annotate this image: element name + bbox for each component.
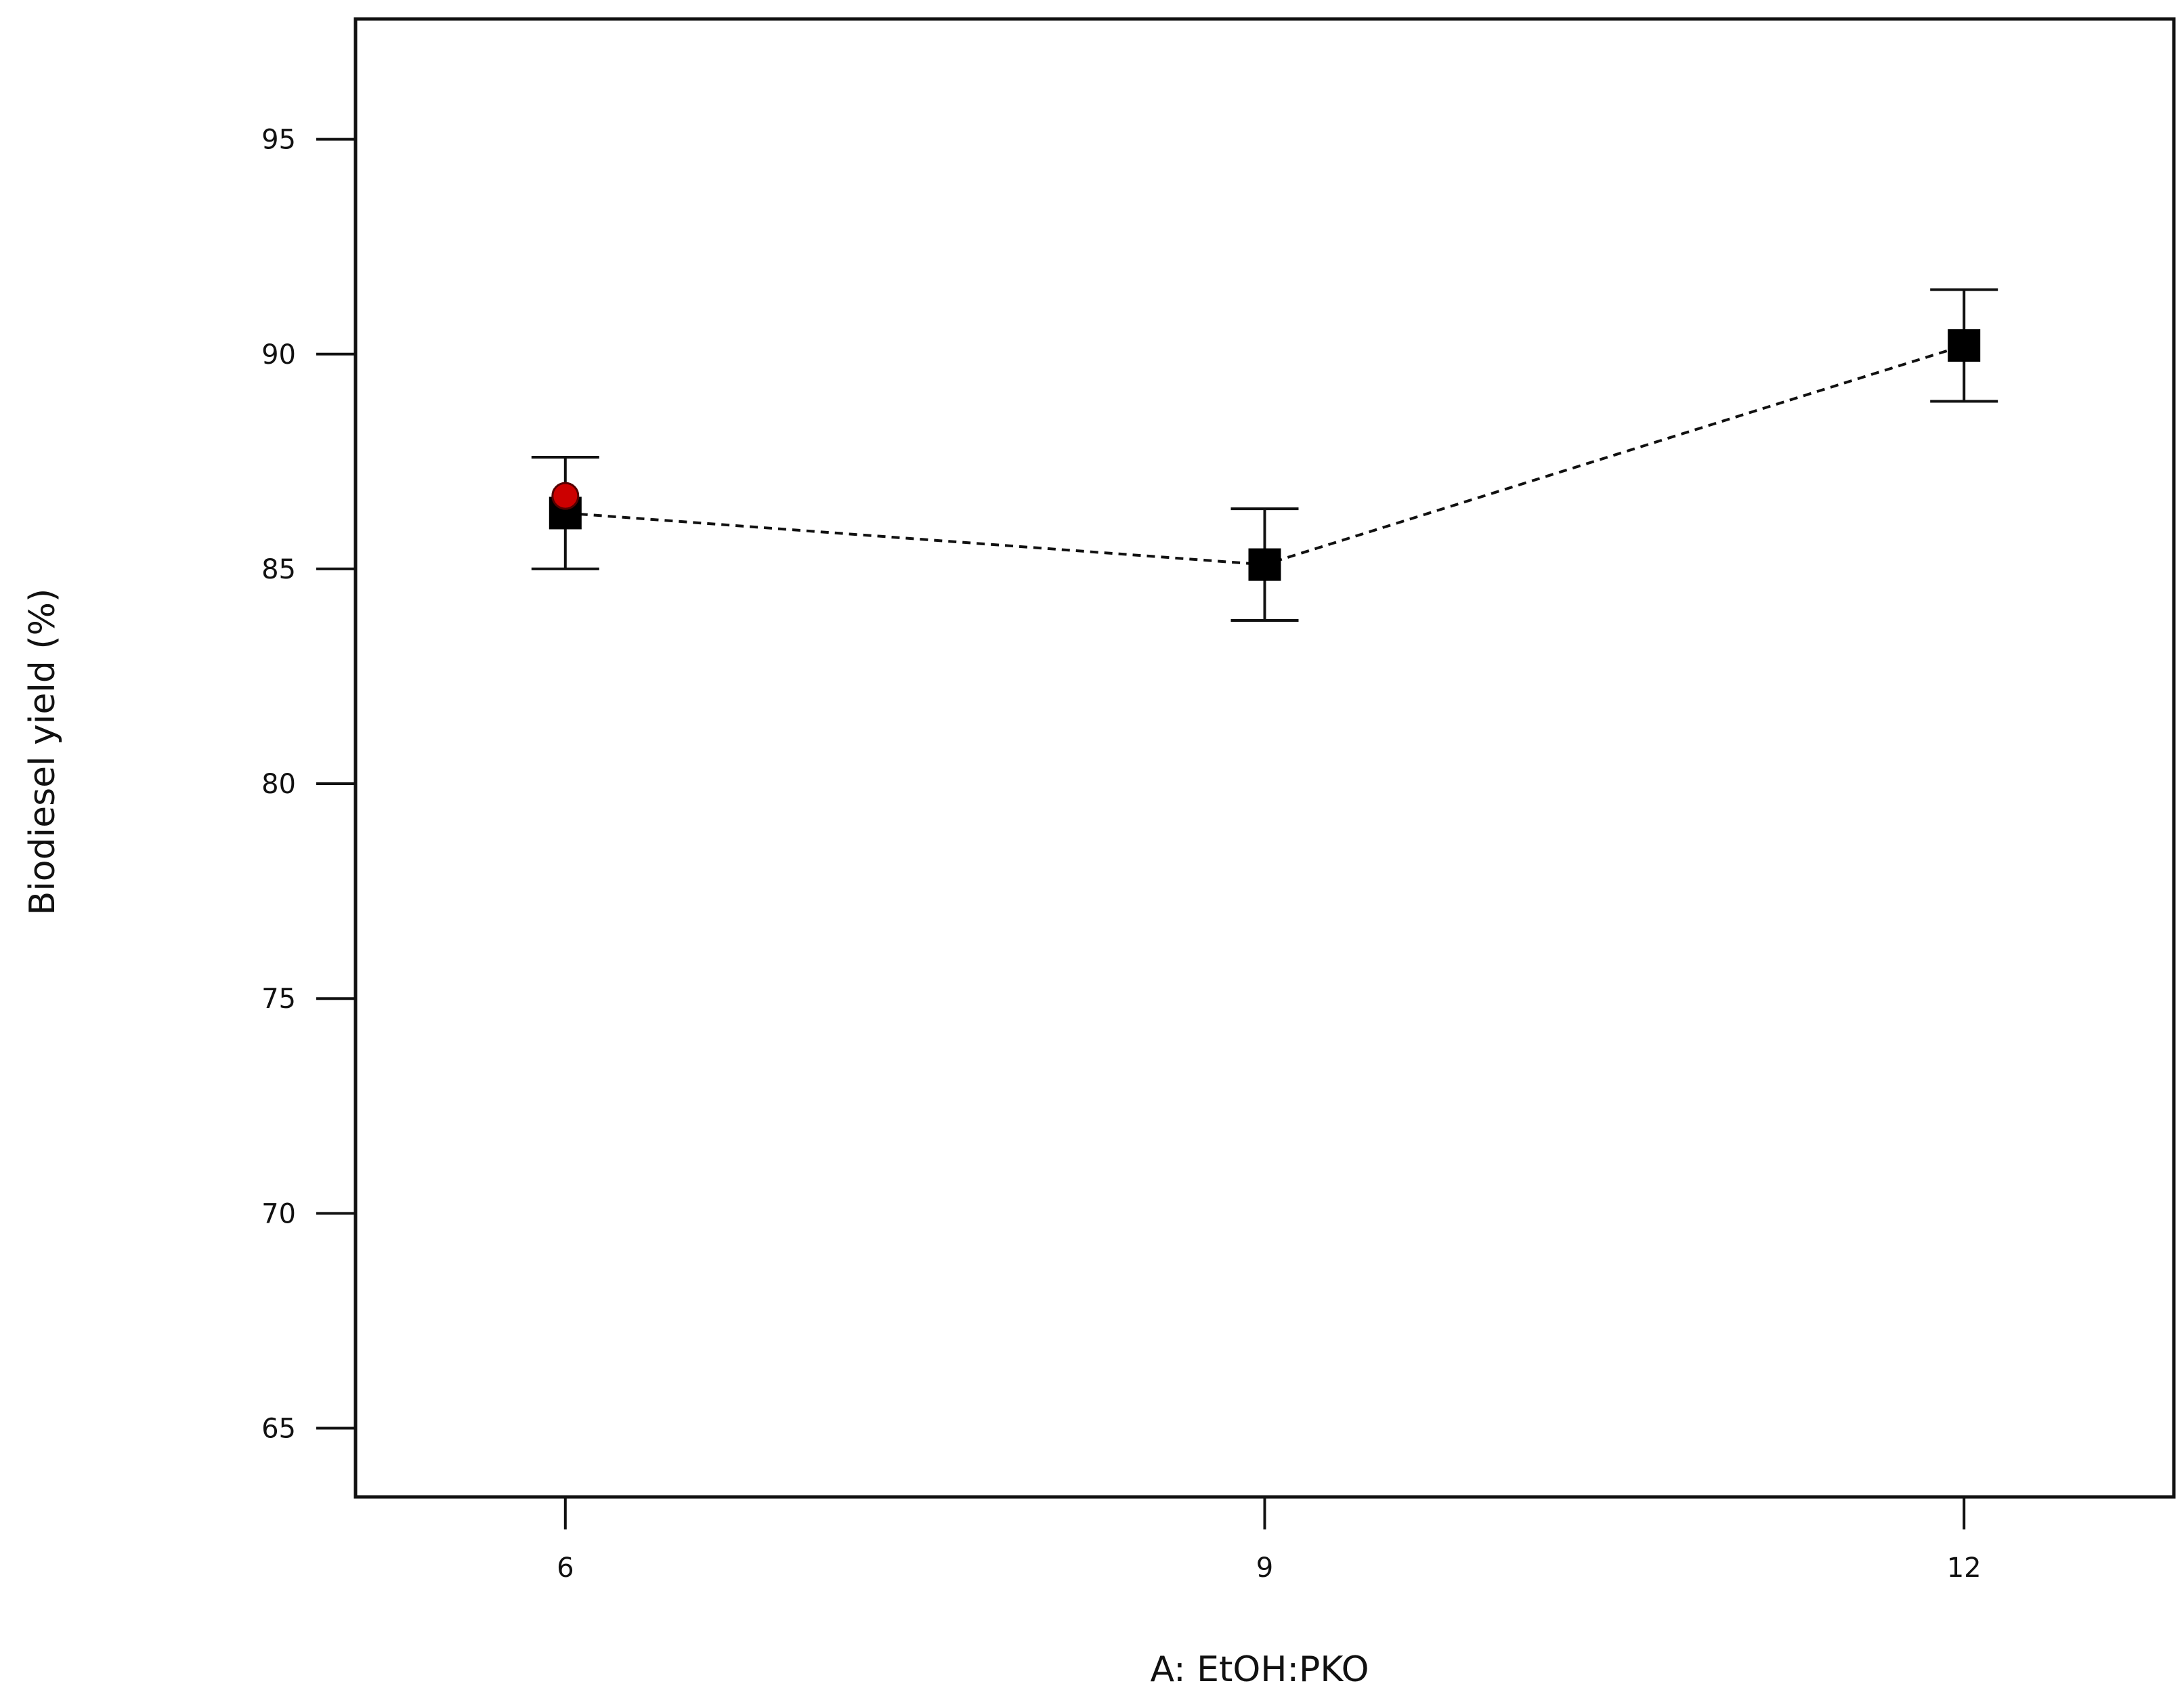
y-tick-label: 70 xyxy=(261,1198,296,1229)
y-tick-label: 75 xyxy=(261,984,296,1015)
y-axis-title: Biodiesel yield (%) xyxy=(22,589,63,916)
y-tick-label: 90 xyxy=(261,339,296,371)
y-tick-label: 85 xyxy=(261,554,296,585)
y-tick-label: 95 xyxy=(261,125,296,156)
data-point-red-circle xyxy=(551,482,580,510)
plot-frame xyxy=(354,17,2176,1499)
y-tick-label: 65 xyxy=(261,1414,296,1445)
x-axis: 6 9 12 xyxy=(557,1497,1982,1584)
y-axis: 65 70 75 80 85 90 95 xyxy=(261,125,356,1445)
data-point-square xyxy=(1948,329,1981,362)
series-layer xyxy=(531,288,1998,622)
x-axis-title: A: EtOH:PKO xyxy=(1150,1649,1369,1690)
x-tick-label: 9 xyxy=(1256,1552,1273,1584)
data-point-square xyxy=(1248,548,1281,581)
x-tick-label: 6 xyxy=(557,1552,574,1584)
y-tick-label: 80 xyxy=(261,769,296,800)
x-tick-label: 12 xyxy=(1947,1552,1982,1584)
